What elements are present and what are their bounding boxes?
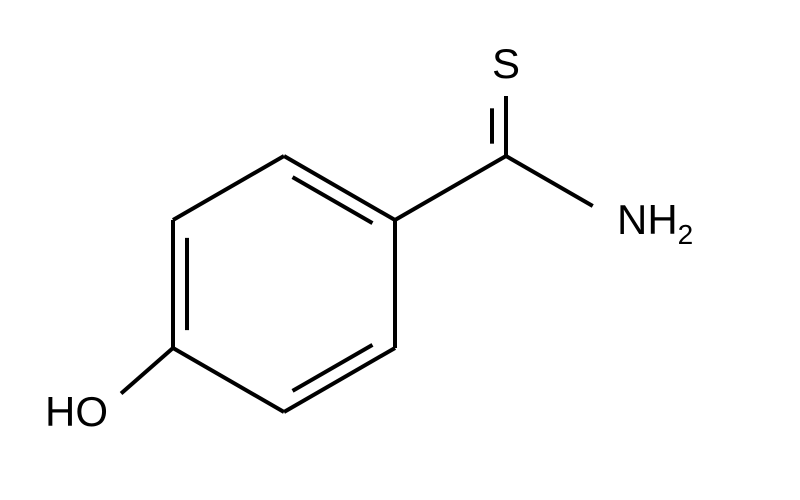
atom-label-n: NH2	[617, 196, 693, 250]
bond-line	[173, 348, 284, 412]
molecule-diagram: S NH2 HO	[0, 0, 800, 500]
atom-label-o: HO	[45, 388, 108, 435]
bond-line	[173, 156, 284, 220]
bond-line	[506, 156, 593, 206]
bond-line	[284, 348, 395, 412]
bond-line	[284, 156, 395, 220]
atom-label-s: S	[492, 40, 520, 87]
bond-line	[395, 156, 506, 220]
bond-line	[121, 348, 173, 394]
